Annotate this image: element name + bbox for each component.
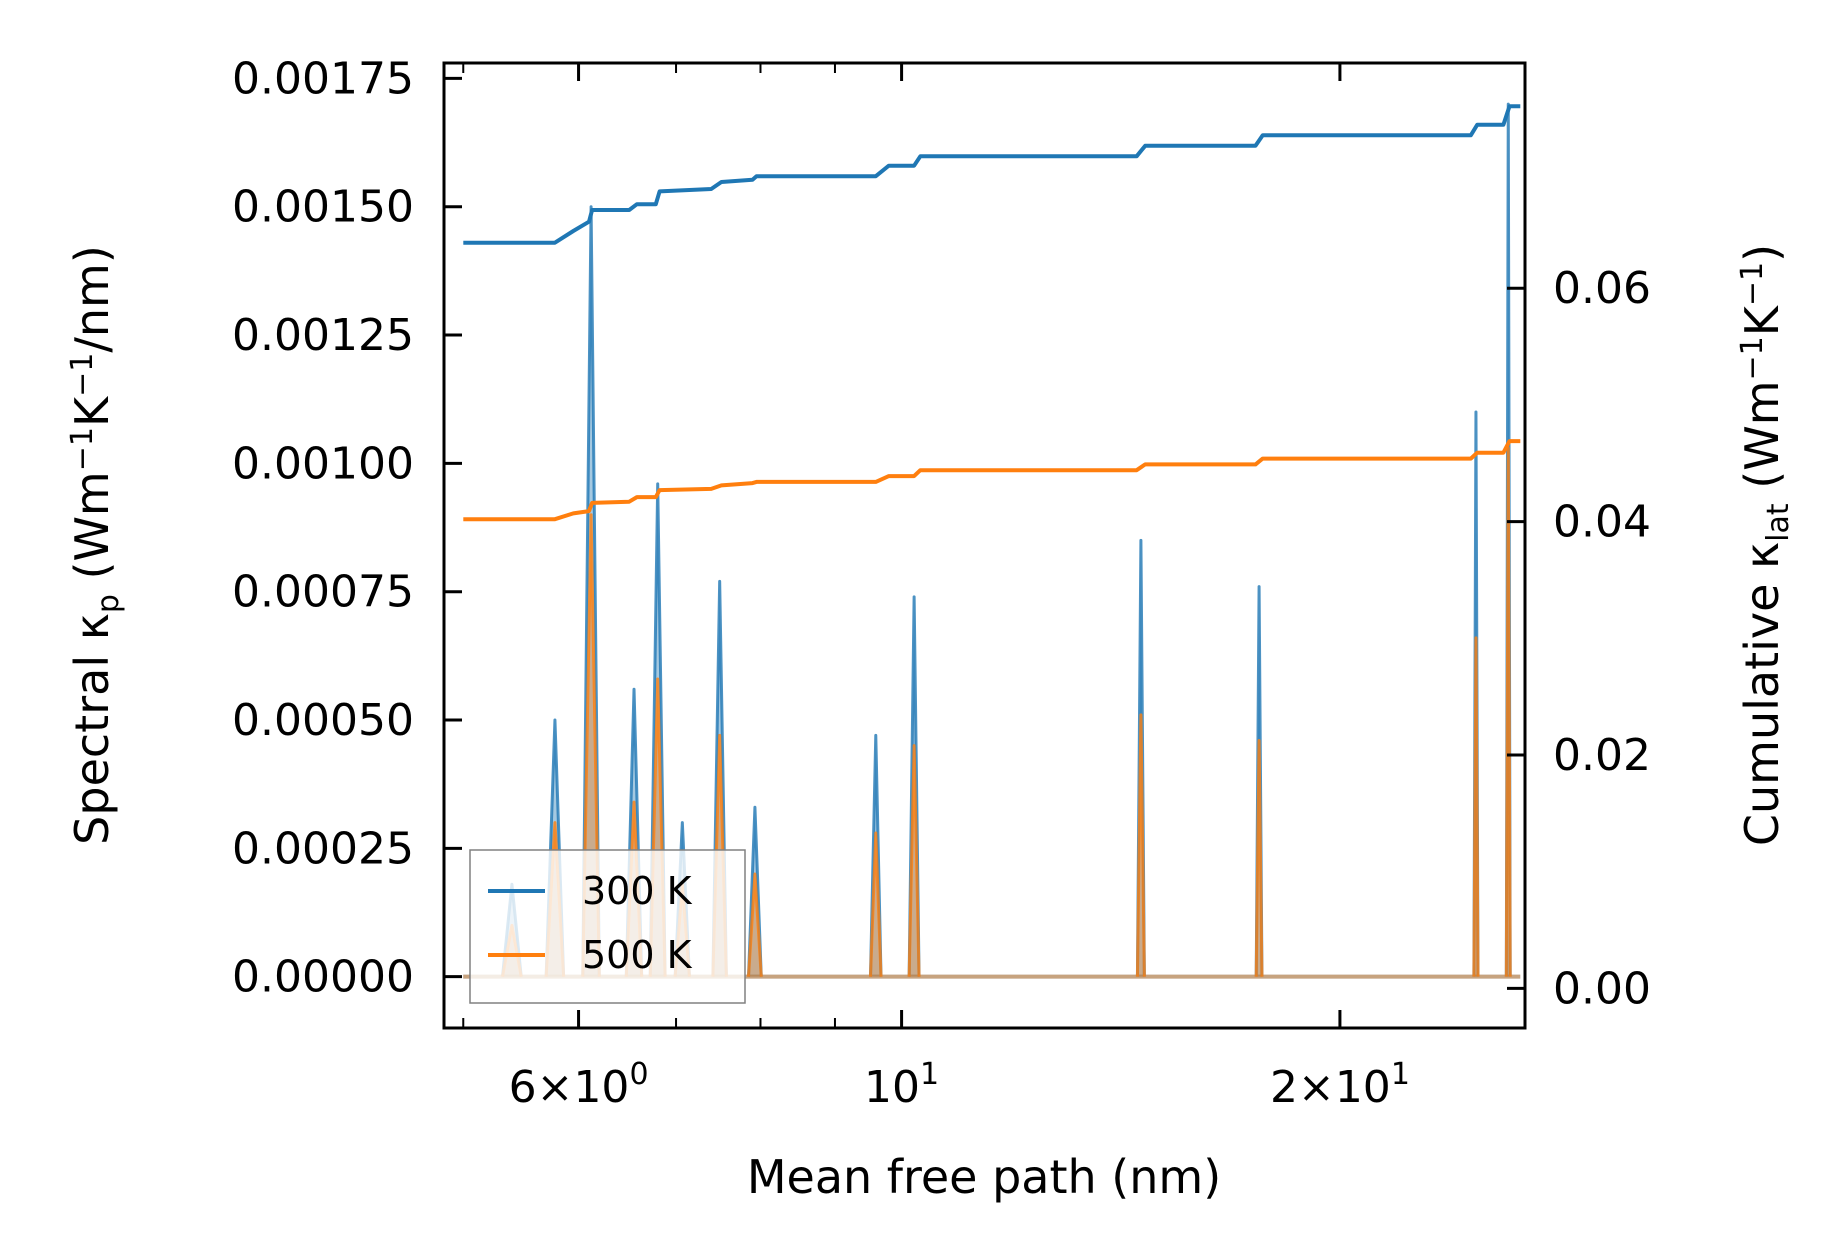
y-axis-left: 0.00000 0.00025 0.00050 0.00075 0.00100 0.001… xyxy=(232,53,462,1003)
x-axis-title: Mean free path (nm) xyxy=(747,1150,1221,1204)
x-tick-label: 6×100 xyxy=(509,1057,649,1113)
legend-label-300k: 300 K xyxy=(582,869,693,913)
y-right-tick-label: 0.00 xyxy=(1553,963,1651,1014)
y-left-tick-label: 0.00150 xyxy=(232,182,414,233)
spectral-peak-300k-4 xyxy=(648,482,667,977)
spectral-peak-500k-7 xyxy=(747,872,763,977)
legend-label-500k: 500 K xyxy=(582,933,693,977)
spectral-fill-500k-7 xyxy=(748,874,762,977)
x-tick-label: 2×101 xyxy=(1270,1057,1410,1113)
spectral-peak-500k-13 xyxy=(1504,446,1512,977)
y-left-tick-label: 0.00075 xyxy=(232,567,414,618)
y-left-tick-label: 0.00050 xyxy=(232,695,414,746)
spectral-peak-500k-8 xyxy=(868,831,883,977)
spectral-peak-500k-2 xyxy=(581,513,601,977)
y-axis-right-title: Cumulative κlat (Wm−1K−1) xyxy=(1735,244,1796,846)
y-left-tick-label: 0.00175 xyxy=(232,53,414,104)
plot-frame xyxy=(442,61,1527,1030)
cumulative-line-layer xyxy=(463,104,1521,522)
spectral-peak-500k-9 xyxy=(907,744,921,977)
x-tick-label: 101 xyxy=(864,1057,939,1113)
spectral-peak-500k-12 xyxy=(1472,636,1480,977)
legend: 300 K 500 K xyxy=(469,849,746,1004)
y-right-tick-label: 0.02 xyxy=(1553,730,1651,781)
y-left-tick-label: 0.00000 xyxy=(232,952,414,1003)
spectral-peak-500k-10 xyxy=(1135,713,1146,977)
y-axis-right: 0.00 0.02 0.04 0.06 xyxy=(1507,263,1651,1014)
legend-box xyxy=(469,849,746,1004)
y-left-tick-label: 0.00025 xyxy=(232,823,414,874)
spectral-peak-300k-2 xyxy=(581,205,601,977)
y-right-tick-label: 0.06 xyxy=(1553,263,1651,314)
spectral-peak-500k-11 xyxy=(1254,739,1264,977)
y-left-tick-label: 0.00125 xyxy=(232,310,414,361)
cumulative-line-300k xyxy=(463,104,1521,245)
y-left-tick-label: 0.00100 xyxy=(232,438,414,489)
y-axis-left-title: Spectral κp (Wm−1K−1/nm) xyxy=(65,245,126,845)
x-axis: 6×100 101 2×101 xyxy=(462,63,1410,1113)
y-right-tick-label: 0.04 xyxy=(1553,497,1651,548)
cumulative-line-500k xyxy=(463,439,1521,522)
